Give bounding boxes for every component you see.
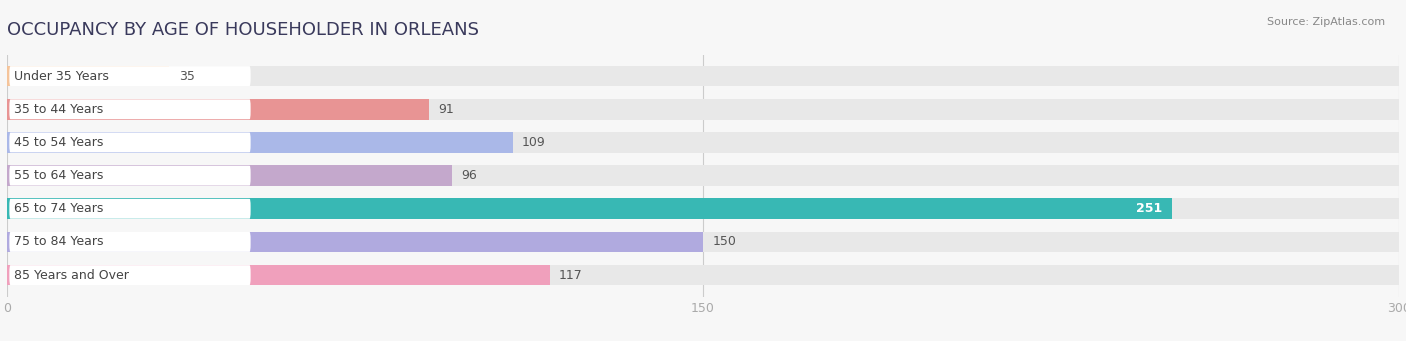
Bar [7, 132, 513, 153]
Bar [7, 265, 1399, 285]
Bar [7, 198, 1171, 219]
Bar [7, 232, 703, 252]
FancyBboxPatch shape [10, 232, 250, 252]
Text: 45 to 54 Years: 45 to 54 Years [14, 136, 104, 149]
Bar [7, 265, 550, 285]
FancyBboxPatch shape [10, 265, 250, 285]
Text: 91: 91 [439, 103, 454, 116]
Text: 251: 251 [1136, 202, 1163, 215]
Bar [7, 198, 1399, 219]
Bar [7, 66, 170, 86]
Text: 96: 96 [461, 169, 478, 182]
Text: 35 to 44 Years: 35 to 44 Years [14, 103, 103, 116]
Bar [7, 66, 1399, 86]
FancyBboxPatch shape [10, 99, 250, 119]
Text: 35: 35 [179, 70, 194, 83]
Bar [7, 99, 1399, 120]
Text: OCCUPANCY BY AGE OF HOUSEHOLDER IN ORLEANS: OCCUPANCY BY AGE OF HOUSEHOLDER IN ORLEA… [7, 21, 479, 39]
Bar [7, 132, 1399, 153]
FancyBboxPatch shape [10, 166, 250, 186]
Text: Under 35 Years: Under 35 Years [14, 70, 108, 83]
FancyBboxPatch shape [10, 66, 250, 86]
Text: 55 to 64 Years: 55 to 64 Years [14, 169, 104, 182]
Text: Source: ZipAtlas.com: Source: ZipAtlas.com [1267, 17, 1385, 27]
Text: 75 to 84 Years: 75 to 84 Years [14, 235, 104, 249]
Bar [7, 165, 453, 186]
Bar [7, 99, 429, 120]
Text: 150: 150 [713, 235, 737, 249]
Bar [7, 165, 1399, 186]
Text: 109: 109 [522, 136, 546, 149]
Text: 85 Years and Over: 85 Years and Over [14, 269, 129, 282]
Bar [7, 232, 1399, 252]
FancyBboxPatch shape [10, 199, 250, 219]
Text: 117: 117 [560, 269, 583, 282]
Text: 65 to 74 Years: 65 to 74 Years [14, 202, 104, 215]
FancyBboxPatch shape [10, 133, 250, 152]
